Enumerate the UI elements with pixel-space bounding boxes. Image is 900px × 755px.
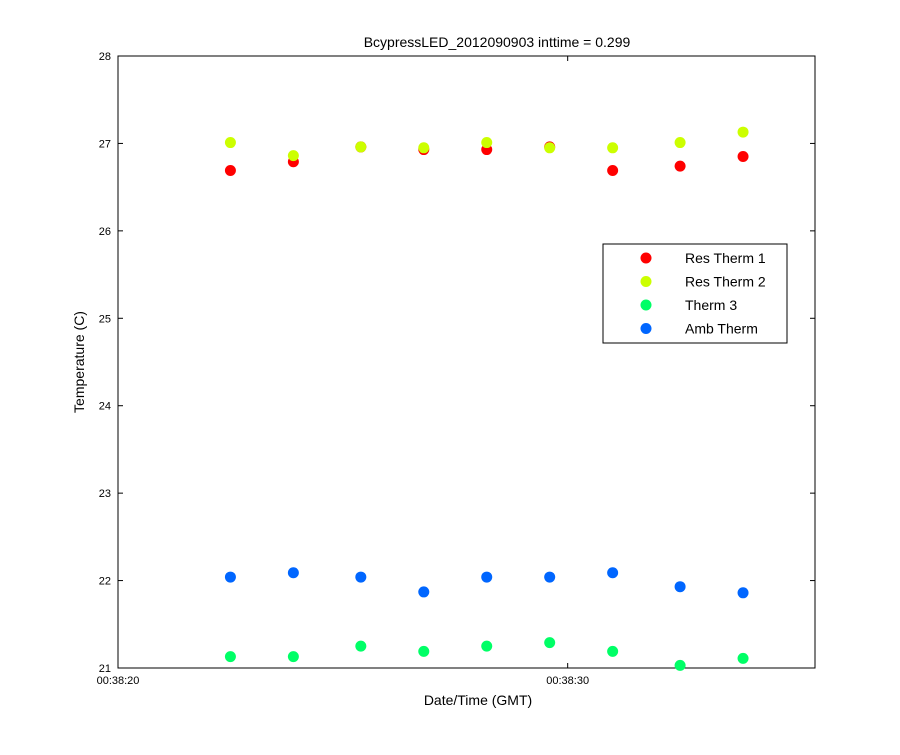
data-point-3 bbox=[737, 652, 749, 664]
data-point-1 bbox=[674, 160, 686, 172]
data-point-2 bbox=[355, 141, 367, 153]
x-tick-label: 00:38:30 bbox=[546, 675, 589, 687]
legend-label: Res Therm 1 bbox=[685, 250, 766, 266]
data-point-4 bbox=[737, 587, 749, 599]
data-point-2 bbox=[607, 142, 619, 154]
x-tick-label: 00:38:20 bbox=[97, 675, 140, 687]
legend-label: Therm 3 bbox=[685, 297, 737, 313]
y-tick-label: 28 bbox=[99, 51, 111, 63]
data-point-4 bbox=[224, 571, 236, 583]
data-point-4 bbox=[418, 586, 430, 598]
data-point-2 bbox=[674, 137, 686, 149]
y-tick-label: 21 bbox=[99, 663, 111, 675]
data-point-4 bbox=[287, 567, 299, 579]
data-point-3 bbox=[287, 651, 299, 663]
data-point-2 bbox=[287, 150, 299, 162]
data-point-1 bbox=[607, 165, 619, 177]
y-tick-label: 22 bbox=[99, 576, 111, 588]
data-point-3 bbox=[355, 640, 367, 652]
y-tick-label: 26 bbox=[99, 226, 111, 238]
y-axis-label: Temperature (C) bbox=[71, 311, 87, 413]
plot-layer: 21 22 23 24 25 26 27 28 00:38:20 00:38:30 Res Ther… bbox=[97, 51, 816, 687]
data-point-3 bbox=[674, 659, 686, 671]
y-tick-label: 27 bbox=[99, 138, 111, 150]
data-point-4 bbox=[607, 567, 619, 579]
y-tick-label: 23 bbox=[99, 488, 111, 500]
y-tick-label: 25 bbox=[99, 313, 111, 325]
legend-box bbox=[602, 243, 788, 344]
legend-marker bbox=[640, 323, 652, 334]
legend-label: Amb Therm bbox=[685, 321, 758, 337]
data-point-2 bbox=[544, 142, 556, 154]
data-point-3 bbox=[418, 645, 430, 657]
axes-frame bbox=[117, 55, 816, 669]
data-point-1 bbox=[224, 165, 236, 177]
data-point-3 bbox=[544, 637, 556, 649]
legend-marker bbox=[640, 276, 652, 287]
data-point-4 bbox=[674, 581, 686, 593]
data-point-4 bbox=[481, 571, 493, 583]
legend-marker bbox=[640, 252, 652, 264]
data-point-4 bbox=[544, 571, 556, 583]
y-tick-label: 24 bbox=[99, 401, 111, 413]
data-point-1 bbox=[737, 151, 749, 163]
data-point-3 bbox=[607, 645, 619, 657]
data-point-3 bbox=[481, 640, 493, 652]
x-axis-label: Date/Time (GMT) bbox=[424, 692, 532, 708]
legend-label: Res Therm 2 bbox=[685, 274, 766, 290]
legend-marker bbox=[640, 299, 652, 311]
data-point-2 bbox=[418, 142, 430, 154]
data-point-2 bbox=[481, 137, 493, 149]
data-point-3 bbox=[224, 651, 236, 663]
data-point-4 bbox=[355, 571, 367, 583]
data-point-2 bbox=[737, 126, 749, 138]
chart-title: BcypressLED_2012090903 inttime = 0.299 bbox=[364, 34, 631, 50]
data-point-2 bbox=[224, 137, 236, 149]
